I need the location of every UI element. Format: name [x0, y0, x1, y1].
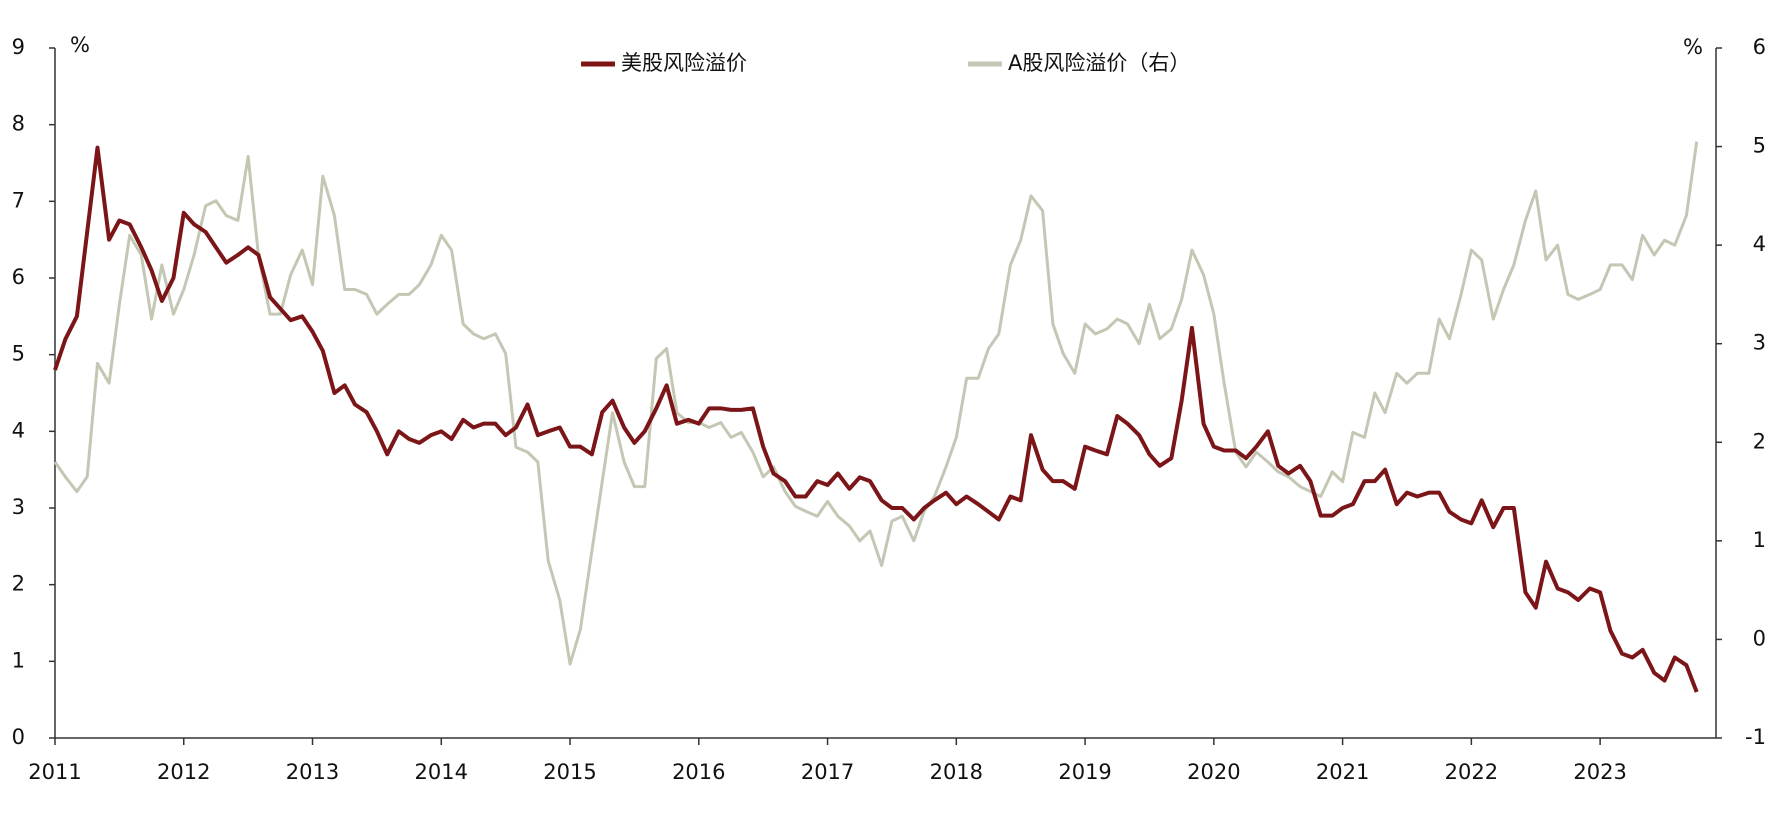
x-tick-label: 2023 [1573, 760, 1626, 784]
x-tick-label: 2017 [801, 760, 854, 784]
x-tick-label: 2016 [672, 760, 725, 784]
y-tick-label: 1 [12, 648, 25, 672]
x-tick-label: 2011 [28, 760, 81, 784]
y2-tick-label: 4 [1753, 232, 1766, 256]
x-tick-label: 2015 [543, 760, 596, 784]
y2-tick-label: -1 [1745, 725, 1766, 749]
y-tick-label: 8 [12, 112, 25, 136]
x-tick-label: 2012 [157, 760, 210, 784]
y2-tick-label: 2 [1753, 429, 1766, 453]
y-tick-label: 7 [12, 188, 25, 212]
x-tick-label: 2020 [1187, 760, 1240, 784]
y-tick-label: 2 [12, 572, 25, 596]
x-tick-label: 2013 [286, 760, 339, 784]
y2-tick-label: 3 [1753, 331, 1766, 355]
y2-axis-unit: % [1683, 35, 1703, 59]
legend-label: A股风险溢价（右） [1008, 51, 1190, 75]
y-axis-unit: % [70, 33, 90, 57]
x-tick-label: 2022 [1445, 760, 1498, 784]
y2-tick-label: 5 [1753, 134, 1766, 158]
x-tick-label: 2019 [1058, 760, 1111, 784]
y-tick-label: 9 [12, 35, 25, 59]
y-tick-label: 5 [12, 342, 25, 366]
series-line [53, 141, 1699, 666]
y2-tick-label: 6 [1753, 35, 1766, 59]
y2-tick-label: 0 [1753, 626, 1766, 650]
y-tick-label: 6 [12, 265, 25, 289]
x-tick-label: 2021 [1316, 760, 1369, 784]
x-tick-label: 2018 [930, 760, 983, 784]
y2-tick-label: 1 [1753, 528, 1766, 552]
x-tick-label: 2014 [415, 760, 468, 784]
y-tick-label: 3 [12, 495, 25, 519]
legend-label: 美股风险溢价 [621, 51, 747, 75]
y-tick-label: 0 [12, 725, 25, 749]
series-line [53, 145, 1699, 693]
y-tick-label: 4 [12, 418, 25, 442]
